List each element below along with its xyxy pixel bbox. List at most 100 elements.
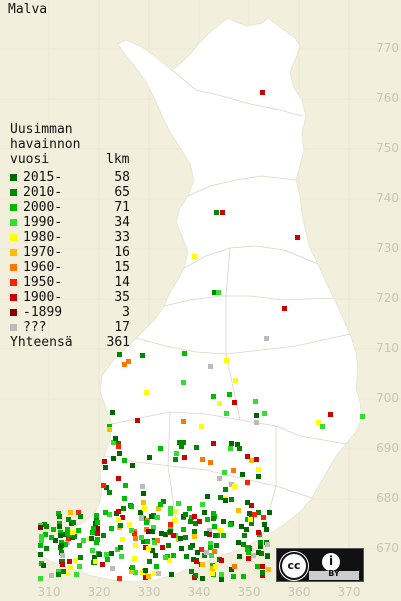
observation-square [116,476,121,481]
observation-square [173,457,178,462]
observation-square [100,562,105,567]
observation-square [109,526,114,531]
y-tick-label: 770 [359,41,399,55]
observation-square [168,522,173,527]
observation-square [141,500,146,505]
x-tick-label: 330 [134,585,164,599]
observation-square [241,542,246,547]
observation-square [261,515,266,520]
observation-square [143,568,148,573]
observation-square [232,400,237,405]
observation-square [71,520,76,525]
legend-label: 2000- [23,200,62,215]
observation-square [242,533,247,538]
observation-square [221,519,226,524]
observation-square [132,556,137,561]
observation-square [200,502,205,507]
observation-square [133,536,138,541]
y-tick-label: 740 [359,191,399,205]
observation-square [78,514,83,519]
legend-label: 1950- [23,275,62,290]
observation-square [66,517,71,522]
observation-square [254,457,259,462]
observation-square [116,509,121,514]
legend-row: 2015- 58 [10,170,160,185]
observation-square [95,531,100,536]
observation-square [221,533,226,538]
observation-square [163,555,168,560]
observation-square [65,531,70,536]
observation-square [328,412,333,417]
observation-square [231,468,236,473]
observation-square [135,418,140,423]
legend-row: 1970- 16 [10,245,160,260]
observation-square [38,543,43,548]
observation-square [182,351,187,356]
observation-square [144,390,149,395]
legend-count-heading: lkm [106,152,129,167]
observation-square [120,537,125,542]
observation-square [219,558,224,563]
observation-square [68,565,73,570]
observation-square [219,572,224,577]
legend-count: 14 [80,275,130,290]
observation-square [211,394,216,399]
observation-square [204,550,209,555]
legend-swatch [10,189,17,196]
legend-count: 34 [80,215,130,230]
cc-by-license-badge[interactable]: cc i BY [276,548,364,582]
observation-square [264,527,269,532]
observation-square [256,550,261,555]
observation-square [192,254,197,259]
observation-square [260,564,265,569]
legend-total-label: Yhteensä [10,335,73,350]
legend-heading-line1: Uusimman [10,122,73,137]
observation-square [252,512,257,517]
observation-square [197,519,202,524]
observation-square [44,524,49,529]
observation-square [220,210,225,215]
observation-square [223,498,228,503]
y-tick-label: 670 [359,541,399,555]
observation-square [121,506,126,511]
observation-square [232,484,237,489]
y-tick-label: 690 [359,441,399,455]
observation-square [101,483,106,488]
observation-square [208,364,213,369]
observation-square [204,531,209,536]
observation-square [133,543,138,548]
observation-square [192,529,197,534]
observation-square [51,527,56,532]
observation-square [184,554,189,559]
observation-square [176,501,181,506]
observation-square [213,533,218,538]
observation-square [166,543,171,548]
observation-square [153,553,158,558]
observation-square [223,487,228,492]
observation-square [67,559,72,564]
observation-square [192,534,197,539]
observation-square [200,562,205,567]
legend-count: 17 [80,320,130,335]
observation-square [76,528,81,533]
legend-row: 1900- 35 [10,290,160,305]
legend-swatch [10,264,17,271]
observation-square [205,494,210,499]
legend-count: 58 [80,170,130,185]
observation-square [116,517,121,522]
observation-square [57,514,62,519]
observation-square [129,504,134,509]
observation-square [53,538,58,543]
observation-square [224,411,229,416]
observation-square [200,457,205,462]
observation-square [194,445,199,450]
observation-square [122,496,127,501]
observation-square [200,576,205,581]
y-tick-label: 750 [359,141,399,155]
observation-square [360,414,365,419]
observation-square [91,526,96,531]
legend-swatch [10,204,17,211]
legend-swatch [10,324,17,331]
observation-square [181,380,186,385]
observation-square [110,410,115,415]
